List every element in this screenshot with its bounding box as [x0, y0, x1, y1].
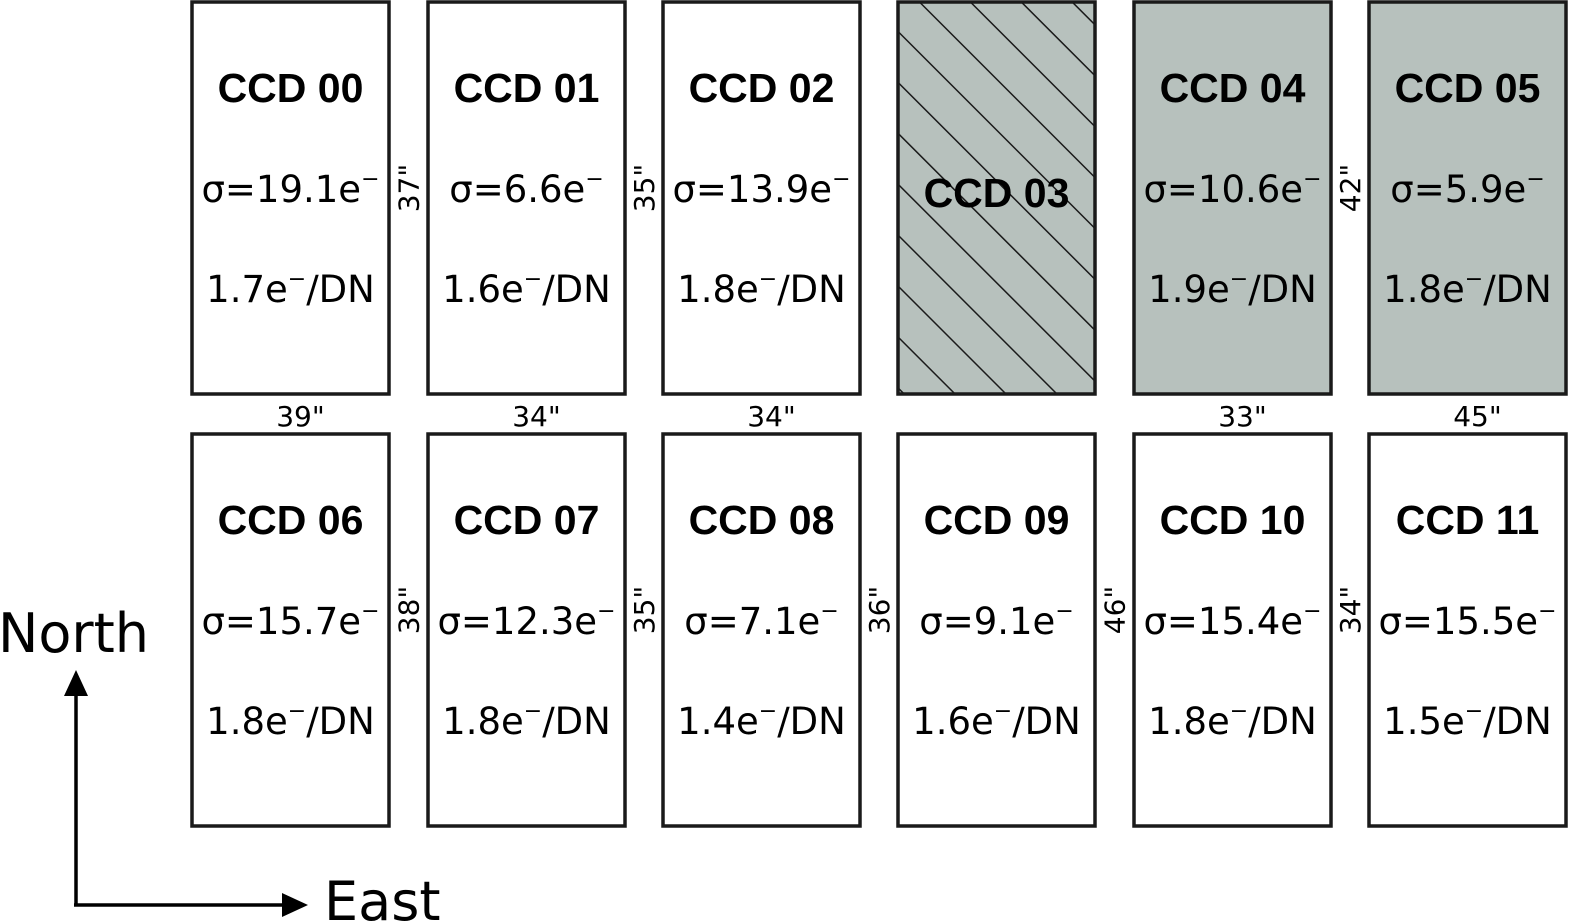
horizontal-gap-label: 36"	[863, 586, 896, 635]
ccd-04-label: CCD 04	[1160, 65, 1306, 111]
ccd-07-label: CCD 07	[454, 497, 600, 543]
ccd-10-box	[1132, 432, 1333, 828]
vertical-gap-label: 39"	[276, 400, 325, 433]
ccd-06-read-noise: σ=15.7e−	[201, 599, 379, 643]
ccd-02-box	[661, 0, 862, 396]
vertical-gap-label: 33"	[1218, 400, 1267, 433]
ccd-09-box	[896, 432, 1097, 828]
ccd-06-box	[190, 432, 391, 828]
ccd-09-label: CCD 09	[924, 497, 1070, 543]
horizontal-gap-label: 35"	[628, 164, 661, 213]
ccd-04-gain: 1.9e−/DN	[1148, 267, 1317, 311]
ccd-07: CCD 07 σ=12.3e− 1.8e−/DN	[426, 432, 627, 828]
ccd-08-read-noise: σ=7.1e−	[684, 599, 839, 643]
ccd-04-read-noise: σ=10.6e−	[1143, 167, 1321, 211]
ccd-01-gain: 1.6e−/DN	[442, 267, 611, 311]
ccd-06-gain: 1.8e−/DN	[206, 699, 375, 743]
ccd-07-gain: 1.8e−/DN	[442, 699, 611, 743]
ccd-09-gain: 1.6e−/DN	[912, 699, 1081, 743]
vertical-gap-label: 34"	[747, 400, 796, 433]
horizontal-gap-label: 38"	[393, 586, 426, 635]
ccd-01: CCD 01 σ=6.6e− 1.6e−/DN	[426, 0, 627, 396]
ccd-05: CCD 05 σ=5.9e− 1.8e−/DN	[1367, 0, 1568, 396]
vertical-gap-label: 45"	[1453, 400, 1502, 433]
north-label: North	[0, 602, 149, 665]
ccd-11-gain: 1.5e−/DN	[1383, 699, 1552, 743]
compass: North East	[0, 602, 441, 923]
ccd-02-read-noise: σ=13.9e−	[672, 167, 850, 211]
ccd-02-label: CCD 02	[689, 65, 835, 111]
gap-labels: 39" 34" 34" 33" 45" 37" 35" 42" 38" 35" 36" 46" 34"	[276, 164, 1502, 635]
ccd-04-box	[1132, 0, 1333, 396]
ccd-05-label: CCD 05	[1395, 65, 1541, 111]
ccd-01-read-noise: σ=6.6e−	[449, 167, 604, 211]
north-arrowhead-icon	[64, 670, 88, 696]
ccd-00-box	[190, 0, 391, 396]
ccd-08-box	[661, 432, 862, 828]
ccd-05-read-noise: σ=5.9e−	[1390, 167, 1545, 211]
east-arrowhead-icon	[282, 893, 308, 917]
horizontal-gap-label: 35"	[628, 586, 661, 635]
vertical-gap-label: 34"	[512, 400, 561, 433]
ccd-07-box	[426, 432, 627, 828]
ccd-02: CCD 02 σ=13.9e− 1.8e−/DN	[661, 0, 862, 396]
horizontal-gap-label: 42"	[1334, 164, 1367, 213]
ccd-08: CCD 08 σ=7.1e− 1.4e−/DN	[661, 432, 862, 828]
ccd-11: CCD 11 σ=15.5e− 1.5e−/DN	[1367, 432, 1568, 828]
ccd-10-read-noise: σ=15.4e−	[1143, 599, 1321, 643]
ccd-09-read-noise: σ=9.1e−	[919, 599, 1074, 643]
ccd-10: CCD 10 σ=15.4e− 1.8e−/DN	[1132, 432, 1333, 828]
ccd-03: CCD 03	[896, 0, 1097, 396]
ccd-11-read-noise: σ=15.5e−	[1378, 599, 1556, 643]
ccd-08-label: CCD 08	[689, 497, 835, 543]
ccd-03-label: CCD 03	[924, 170, 1070, 216]
ccd-06-label: CCD 06	[218, 497, 364, 543]
ccd-00-label: CCD 00	[218, 65, 364, 111]
ccd-08-gain: 1.4e−/DN	[677, 699, 846, 743]
ccd-07-read-noise: σ=12.3e−	[437, 599, 615, 643]
ccd-01-box	[426, 0, 627, 396]
ccd-00: CCD 00 σ=19.1e− 1.7e−/DN	[190, 0, 391, 396]
horizontal-gap-label: 34"	[1334, 586, 1367, 635]
ccd-11-box	[1367, 432, 1568, 828]
ccd-04: CCD 04 σ=10.6e− 1.9e−/DN	[1132, 0, 1333, 396]
ccd-01-label: CCD 01	[454, 65, 600, 111]
ccd-grid: CCD 00 σ=19.1e− 1.7e−/DN CCD 01 σ=6.6e− 1.6e−…	[190, 0, 1568, 828]
east-label: East	[324, 870, 441, 923]
ccd-05-box	[1367, 0, 1568, 396]
ccd-03-box	[896, 0, 1097, 396]
ccd-00-gain: 1.7e−/DN	[206, 267, 375, 311]
horizontal-gap-label: 37"	[393, 164, 426, 213]
ccd-00-read-noise: σ=19.1e−	[201, 167, 379, 211]
ccd-09: CCD 09 σ=9.1e− 1.6e−/DN	[896, 432, 1097, 828]
ccd-10-gain: 1.8e−/DN	[1148, 699, 1317, 743]
horizontal-gap-label: 46"	[1099, 586, 1132, 635]
ccd-05-gain: 1.8e−/DN	[1383, 267, 1552, 311]
ccd-02-gain: 1.8e−/DN	[677, 267, 846, 311]
ccd-10-label: CCD 10	[1160, 497, 1306, 543]
ccd-06: CCD 06 σ=15.7e− 1.8e−/DN	[190, 432, 391, 828]
ccd-11-label: CCD 11	[1396, 497, 1540, 543]
